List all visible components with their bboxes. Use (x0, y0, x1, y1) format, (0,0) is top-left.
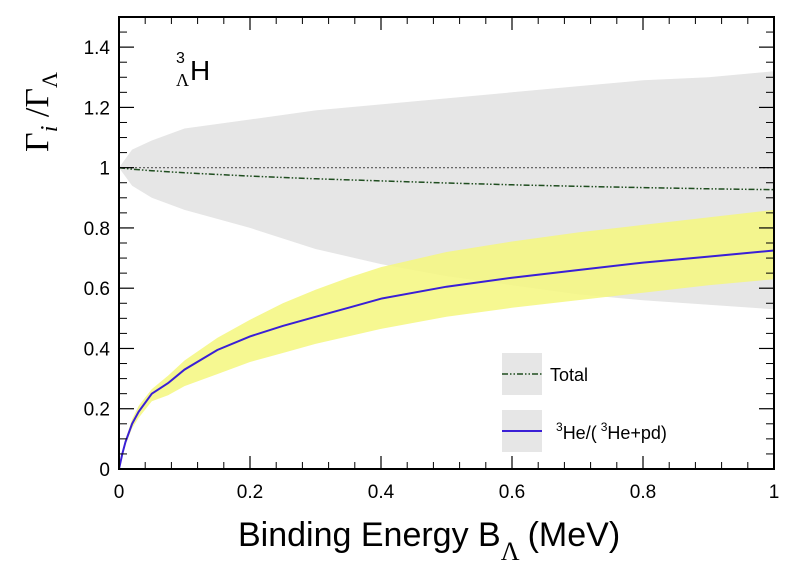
uncertainty-bands (119, 71, 774, 469)
y-tick-label: 0.6 (84, 279, 110, 300)
x-tick-label: 1 (769, 482, 780, 503)
annotation-superscript: 3 (176, 50, 185, 67)
x-tick-label: 0 (114, 482, 125, 503)
legend-label-total: Total (550, 365, 588, 385)
y-tick-label: 0.2 (84, 400, 110, 421)
y-tick-label: 1.2 (84, 98, 110, 119)
line-series-1 (119, 249, 774, 469)
y-tick-label: 1 (99, 159, 110, 180)
hypernucleus-annotation: 3 Λ H (176, 50, 210, 90)
y-axis-title: Γi /ΓΛ (19, 72, 63, 152)
line-series-0 (119, 166, 774, 191)
annotation-text: H (190, 55, 210, 86)
y-tick-label: 1.4 (84, 38, 111, 59)
series-lines (119, 166, 774, 469)
legend-label-helium: 3He/(3He+pd) (556, 420, 667, 443)
x-tick-label: 0.6 (499, 482, 525, 503)
legend-entry-total: Total (502, 353, 588, 395)
legend: Total 3He/(3He+pd) (502, 353, 667, 452)
legend-entry-helium: 3He/(3He+pd) (502, 410, 667, 452)
y-tick-label: 0 (99, 460, 110, 481)
x-tick-label: 0.8 (630, 482, 656, 503)
y-tick-label: 0.8 (84, 219, 110, 240)
band-series-1 (119, 209, 774, 469)
annotation-subscript: Λ (176, 70, 189, 90)
y-axis: 0 0.2 0.4 0.6 0.8 1 1.2 1.4 (84, 16, 774, 481)
y-tick-label: 0.4 (84, 339, 111, 360)
x-tick-label: 0.4 (368, 482, 395, 503)
x-axis: 0 0.2 0.4 0.6 0.8 1 (114, 17, 780, 503)
x-axis-title: Binding Energy BΛ (MeV) (238, 516, 620, 566)
x-tick-label: 0.2 (237, 482, 263, 503)
